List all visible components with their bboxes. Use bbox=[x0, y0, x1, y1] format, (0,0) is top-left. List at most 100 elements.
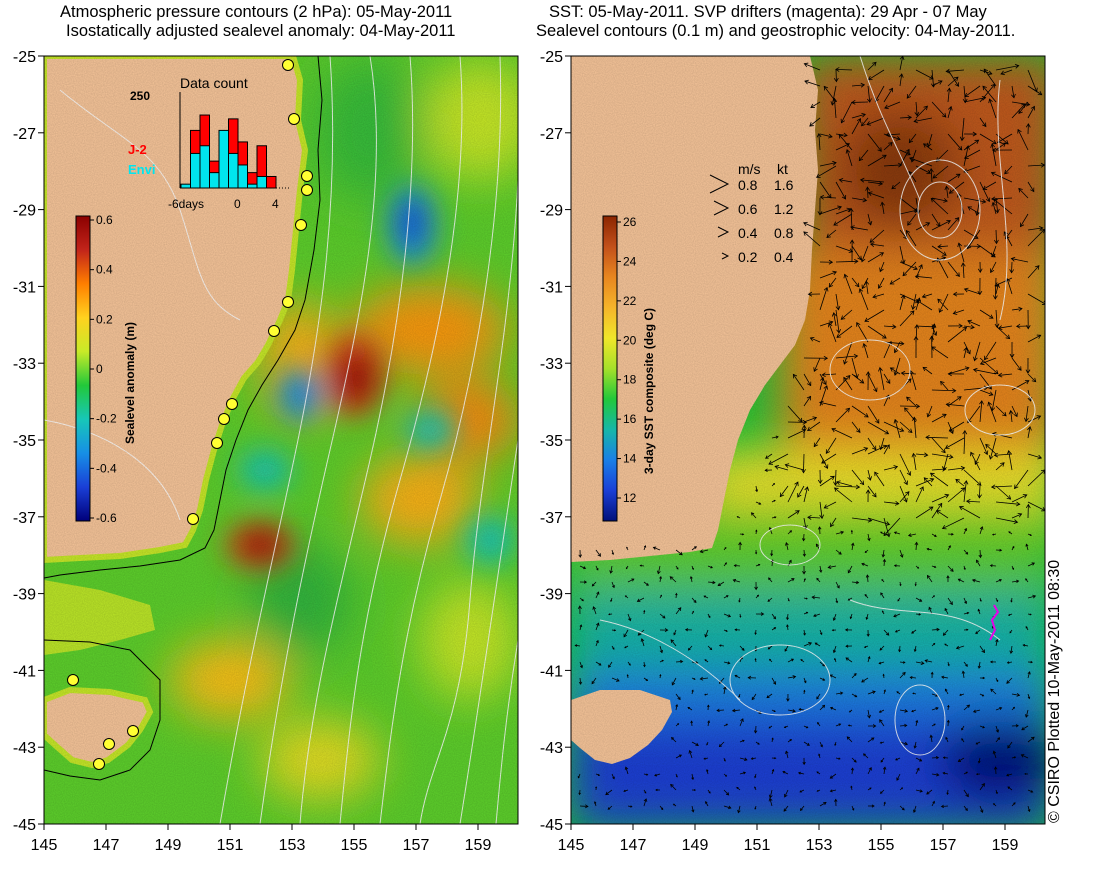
right-title-line1: SST: 05-May-2011. SVP drifters (magenta)… bbox=[549, 3, 987, 21]
left-lon-label: 145 bbox=[31, 837, 58, 854]
right-colorbar-tick-label: 12 bbox=[623, 491, 637, 505]
legend-arrow-glyph bbox=[709, 174, 730, 194]
left-colorbar-label: Sealevel anomaly (m) bbox=[123, 322, 137, 444]
right-colorbar-tick-label: 20 bbox=[623, 333, 637, 347]
left-lon-label: 151 bbox=[217, 837, 244, 854]
right-colorbar-ramp bbox=[602, 215, 618, 522]
tide-gauge-marker bbox=[93, 758, 105, 770]
right-map-panel bbox=[571, 56, 1045, 824]
left-colorbar: 0.6 0.4 0.2 0 -0.2 -0.4 -0.6 Sealevel anomaly … bbox=[75, 213, 137, 525]
legend-ms-value: 0.2 bbox=[738, 249, 758, 265]
inset-bar-envi bbox=[199, 145, 210, 189]
tide-gauge-marker bbox=[301, 184, 313, 196]
legend-ms-value: 0.8 bbox=[738, 177, 758, 193]
legend-kt-value: 1.6 bbox=[774, 177, 794, 193]
tide-gauge-marker bbox=[226, 398, 238, 410]
inset-bar-envi bbox=[180, 183, 191, 189]
inset-xlabel-zero: 0 bbox=[234, 197, 241, 211]
legend-ms-value: 0.6 bbox=[738, 201, 758, 217]
right-lon-label: 153 bbox=[806, 837, 833, 854]
inset-xlabel-four: 4 bbox=[272, 197, 279, 211]
legend-rows: 0.8 1.6 0.6 1.2 0.4 0.8 0.2 0.4 bbox=[709, 174, 794, 265]
right-lat-label: -43 bbox=[540, 740, 563, 757]
left-colorbar-tick-label: 0.6 bbox=[96, 213, 113, 227]
left-lat-label: -25 bbox=[13, 49, 36, 66]
legend-ms-value: 0.4 bbox=[738, 225, 758, 241]
tide-gauge-marker bbox=[268, 325, 280, 337]
right-lon-label: 155 bbox=[868, 837, 895, 854]
right-colorbar: 26 24 22 20 18 16 14 12 3-day SST composite (de… bbox=[602, 215, 656, 522]
inset-xlabel-start: -6days bbox=[168, 197, 204, 211]
right-lon-label: 149 bbox=[682, 837, 709, 854]
inset-bar-envi bbox=[237, 164, 248, 189]
left-colorbar-tick-label: 0.4 bbox=[96, 263, 113, 277]
left-lat-label: -45 bbox=[13, 817, 36, 834]
tide-gauge-marker bbox=[127, 725, 139, 737]
left-map-panel bbox=[44, 56, 518, 824]
tide-gauge-marker bbox=[211, 437, 223, 449]
legend-header-ms: m/s bbox=[738, 161, 761, 177]
left-title-line2: Isostatically adjusted sealevel anomaly:… bbox=[66, 22, 456, 40]
right-lon-label: 151 bbox=[744, 837, 771, 854]
left-colorbar-tick-label: -0.6 bbox=[96, 511, 117, 525]
right-lon-label: 157 bbox=[930, 837, 957, 854]
legend-arrow-glyph bbox=[713, 200, 730, 216]
right-lat-label: -25 bbox=[540, 49, 563, 66]
right-lat-label: -29 bbox=[540, 203, 563, 220]
legend-arrow-glyph bbox=[721, 252, 730, 260]
right-lat-label: -31 bbox=[540, 279, 563, 296]
left-lon-label: 149 bbox=[155, 837, 182, 854]
right-lat-label: -27 bbox=[540, 126, 563, 143]
right-lat-label: -37 bbox=[540, 510, 563, 527]
left-lon-label: 157 bbox=[403, 837, 430, 854]
tide-gauge-marker bbox=[301, 170, 313, 182]
tide-gauge-marker bbox=[282, 59, 294, 71]
left-colorbar-tick-label: -0.2 bbox=[96, 412, 117, 426]
left-lat-label: -43 bbox=[13, 740, 36, 757]
credit-text: © CSIRO Plotted 10-May-2011 08:30 bbox=[1046, 559, 1063, 823]
legend-kt-value: 0.8 bbox=[774, 225, 794, 241]
legend-arrow-glyph bbox=[717, 226, 730, 238]
inset-legend-j2: J-2 bbox=[128, 142, 147, 157]
tide-gauge-marker bbox=[295, 219, 307, 231]
tide-gauge-marker bbox=[288, 113, 300, 125]
inset-legend-envi: Envi bbox=[128, 162, 155, 177]
legend-header-kt: kt bbox=[777, 161, 788, 177]
inset-bar-envi bbox=[247, 183, 258, 189]
right-lon-label: 147 bbox=[620, 837, 647, 854]
left-lat-label: -41 bbox=[13, 663, 36, 680]
right-colorbar-tick-label: 26 bbox=[623, 215, 637, 229]
right-lat-label: -33 bbox=[540, 356, 563, 373]
left-title-line1: Atmospheric pressure contours (2 hPa): 0… bbox=[60, 3, 453, 21]
inset-bar-envi bbox=[209, 172, 220, 189]
inset-title: Data count bbox=[180, 75, 248, 91]
left-lon-label: 147 bbox=[93, 837, 120, 854]
right-lon-label: 159 bbox=[992, 837, 1019, 854]
right-lat-label: -41 bbox=[540, 663, 563, 680]
inset-bar-envi bbox=[228, 152, 239, 189]
right-colorbar-label: 3-day SST composite (deg C) bbox=[642, 308, 656, 474]
left-texture bbox=[44, 56, 518, 824]
right-lat-label: -45 bbox=[540, 817, 563, 834]
tide-gauge-marker bbox=[67, 674, 79, 686]
right-colorbar-tick-label: 14 bbox=[623, 452, 637, 466]
left-lat-label: -31 bbox=[13, 279, 36, 296]
tide-gauge-marker bbox=[282, 296, 294, 308]
inset-bar-j2 bbox=[266, 175, 277, 189]
left-lat-label: -29 bbox=[13, 203, 36, 220]
right-colorbar-tick-label: 24 bbox=[623, 254, 637, 268]
right-lat-label: -39 bbox=[540, 587, 563, 604]
left-colorbar-tick-label: 0 bbox=[96, 362, 103, 376]
tide-gauge-marker bbox=[103, 738, 115, 750]
inset-bar-envi bbox=[190, 152, 201, 189]
right-title-line2: Sealevel contours (0.1 m) and geostrophi… bbox=[536, 22, 1016, 40]
right-lon-label: 145 bbox=[558, 837, 585, 854]
left-lon-label: 153 bbox=[279, 837, 306, 854]
left-lat-label: -37 bbox=[13, 510, 36, 527]
left-colorbar-ramp bbox=[75, 215, 91, 522]
right-colorbar-tick-label: 22 bbox=[623, 294, 637, 308]
legend-kt-value: 1.2 bbox=[774, 201, 794, 217]
right-lat-label: -35 bbox=[540, 433, 563, 450]
inset-bars bbox=[180, 114, 277, 189]
